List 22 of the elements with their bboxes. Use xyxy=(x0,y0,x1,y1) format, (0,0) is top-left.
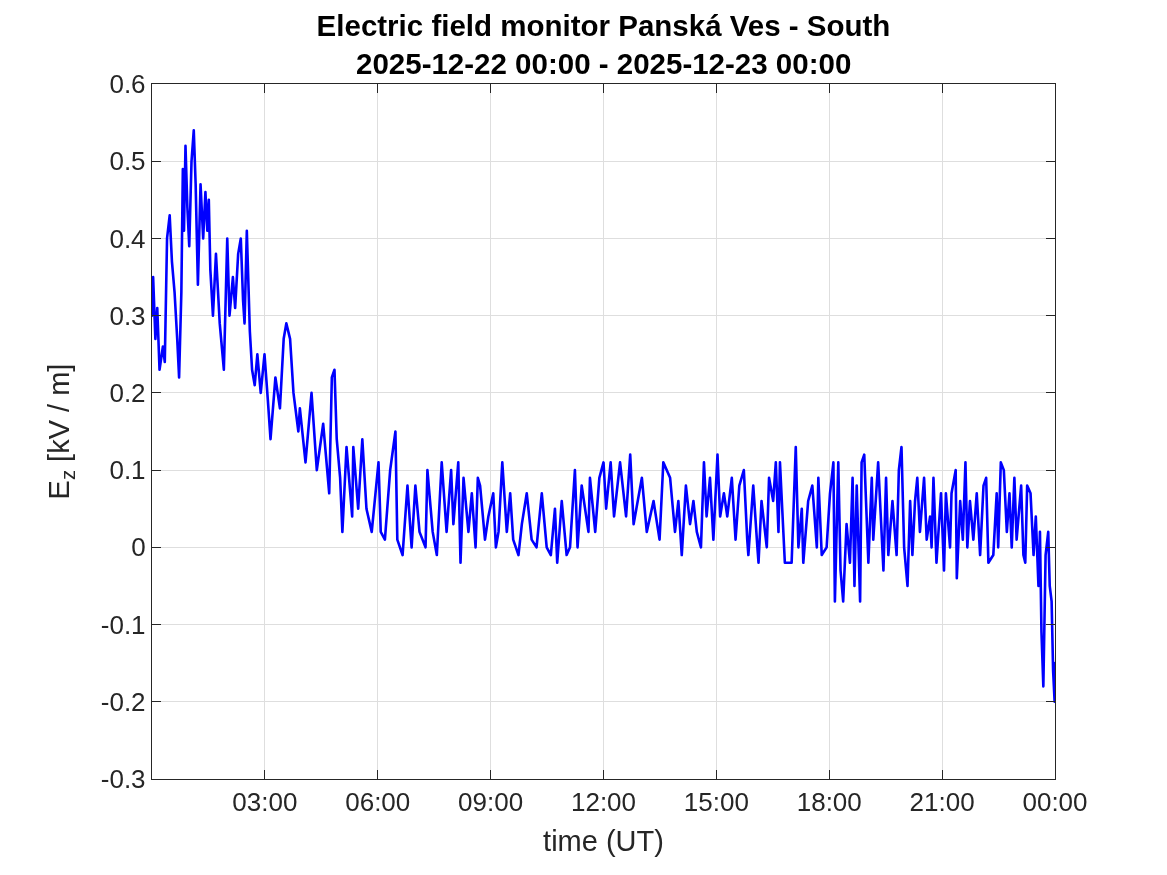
x-tick-label: 00:00 xyxy=(1022,787,1088,818)
x-tick-label: 12:00 xyxy=(570,787,637,818)
x-tick-label: 06:00 xyxy=(345,787,411,818)
y-tick-label: 0.2 xyxy=(109,377,146,408)
chart-title: Electric field monitor Panská Ves - South xyxy=(316,9,891,43)
y-tick-label: 0.3 xyxy=(109,300,146,331)
line-series xyxy=(152,129,1055,704)
x-axis-title: time (UT) xyxy=(543,825,664,858)
x-tick-label: 21:00 xyxy=(909,787,975,818)
y-tick-label: -0.3 xyxy=(100,764,146,795)
y-tick-label: 0.5 xyxy=(109,146,146,177)
chart-subtitle: 2025-12-22 00:00 - 2025-12-23 00:00 xyxy=(356,47,852,80)
x-tick-label: 18:00 xyxy=(796,787,862,818)
y-tick-label: -0.2 xyxy=(100,686,146,717)
y-tick-label: 0 xyxy=(131,532,146,563)
x-tick-label: 03:00 xyxy=(232,787,298,818)
y-tick-label: 0.4 xyxy=(109,223,146,254)
x-tick-label: 09:00 xyxy=(458,787,524,818)
x-tick-label: 15:00 xyxy=(683,787,749,818)
y-tick-label: -0.1 xyxy=(100,609,146,640)
y-tick-label: 0.1 xyxy=(109,455,146,486)
y-tick-label: 0.6 xyxy=(109,69,146,100)
